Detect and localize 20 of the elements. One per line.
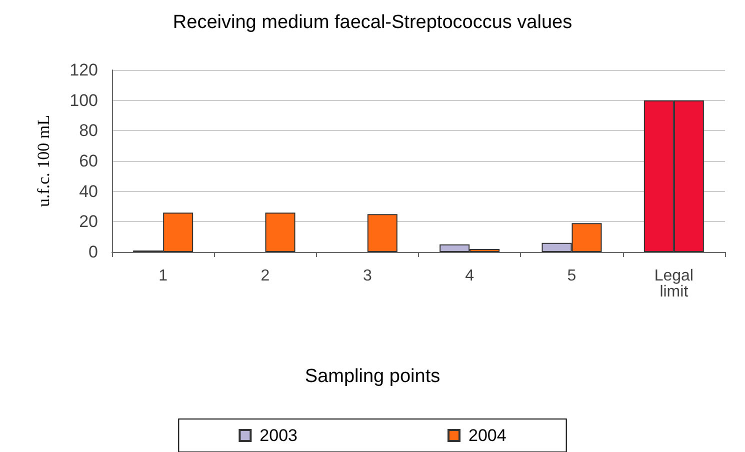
x-tick-label: 3 (362, 268, 372, 284)
y-tick-label: 40 (79, 182, 98, 201)
bar (265, 212, 296, 252)
y-tick-label: 100 (70, 90, 98, 110)
x-tick-label: 4 (465, 268, 474, 284)
x-tick-label: 2 (260, 268, 270, 284)
x-tick-label: Legal limit (654, 268, 694, 300)
chart-title: Receiving medium faecal-Streptococcus values (172, 12, 572, 33)
x-axis-title: Sampling points (304, 366, 440, 387)
y-axis-title: u.f.c. 100 mL (34, 114, 53, 208)
x-tick-label: 5 (567, 268, 576, 284)
bar (367, 214, 398, 252)
y-tick-label: 60 (79, 152, 98, 170)
y-tick-label: 20 (79, 212, 98, 232)
y-tick-label: 0 (88, 242, 98, 262)
legend-label: 2003 (260, 426, 298, 445)
y-tick-label: 120 (70, 60, 98, 80)
x-tick-label: 1 (158, 268, 168, 284)
y-tick-label: 80 (79, 121, 98, 140)
legend-label: 2004 (468, 426, 506, 445)
